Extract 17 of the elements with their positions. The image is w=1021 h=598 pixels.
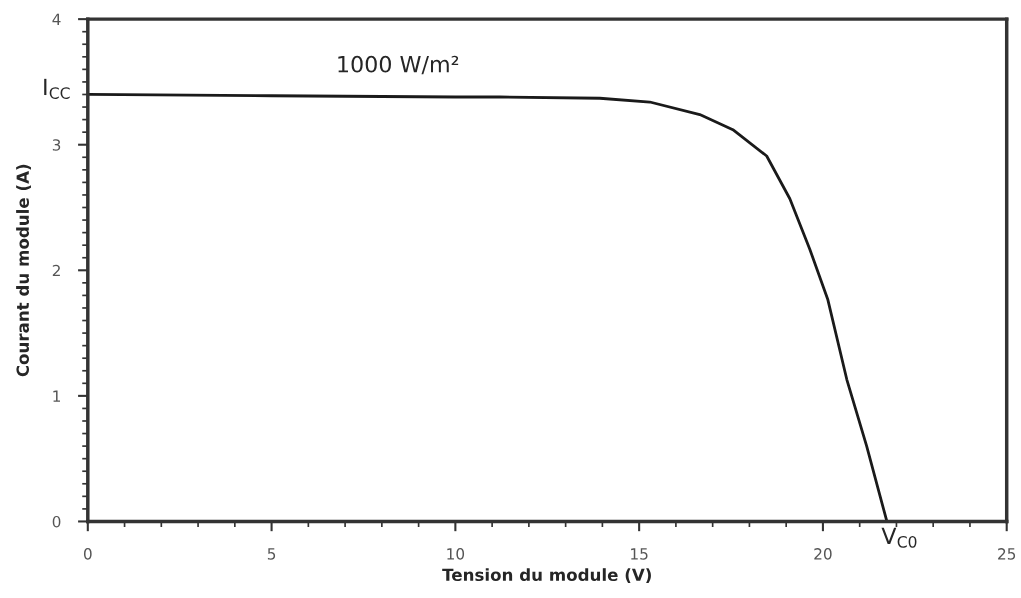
x-tick-label: 0	[83, 548, 92, 560]
y-tick-label: 2	[52, 264, 60, 277]
x-axis-title: Tension du module (V)	[442, 568, 651, 584]
x-tick-label: 20	[814, 548, 832, 560]
x-tick-label: 10	[447, 548, 465, 560]
line-series	[87, 93, 889, 522]
y-axis-title: Courant du module (A)	[16, 164, 31, 377]
x-tick-label: 15	[631, 548, 648, 560]
x-tick-label: 5	[267, 548, 276, 560]
y-tick-label: 3	[52, 139, 61, 151]
y-tick-label: 0	[52, 515, 61, 528]
y-tick-label: 1	[53, 390, 61, 402]
y-tick-label: 4	[52, 13, 61, 25]
annotation: V$_{C0}$	[881, 527, 917, 548]
annotation: I$_{CC}$	[44, 78, 70, 99]
x-tick-label: 25	[998, 548, 1016, 560]
annotation: 1000 W/m²	[338, 55, 459, 75]
